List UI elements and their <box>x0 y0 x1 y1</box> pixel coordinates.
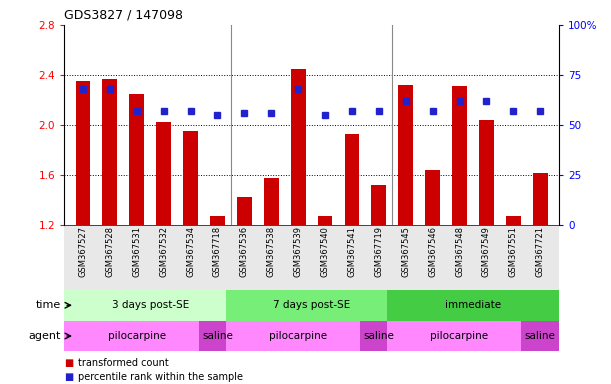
Text: 3 days post-SE: 3 days post-SE <box>112 300 189 310</box>
Text: saline: saline <box>364 331 394 341</box>
Bar <box>521 321 559 351</box>
Bar <box>425 170 440 225</box>
Bar <box>533 174 547 225</box>
Bar <box>130 94 144 225</box>
Bar <box>371 185 386 225</box>
Text: saline: saline <box>525 331 555 341</box>
Bar <box>225 321 371 351</box>
Bar <box>318 216 332 225</box>
Text: time: time <box>36 300 61 310</box>
Text: GDS3827 / 147098: GDS3827 / 147098 <box>64 8 183 21</box>
Bar <box>76 81 90 225</box>
Bar <box>156 122 171 225</box>
Text: 7 days post-SE: 7 days post-SE <box>273 300 350 310</box>
Bar <box>264 179 279 225</box>
Bar <box>479 120 494 225</box>
Bar <box>345 134 359 225</box>
Bar <box>64 321 210 351</box>
Text: transformed count: transformed count <box>78 358 169 368</box>
Bar <box>225 290 398 321</box>
Bar <box>387 290 559 321</box>
Bar <box>103 79 117 225</box>
Bar <box>506 216 521 225</box>
Bar <box>387 321 532 351</box>
Bar <box>64 290 236 321</box>
Text: pilocarpine: pilocarpine <box>108 331 166 341</box>
Bar <box>360 321 398 351</box>
Text: saline: saline <box>202 331 233 341</box>
Bar <box>183 131 198 225</box>
Text: agent: agent <box>29 331 61 341</box>
Bar <box>452 86 467 225</box>
Text: percentile rank within the sample: percentile rank within the sample <box>78 372 243 382</box>
Bar <box>291 69 306 225</box>
Bar <box>210 216 225 225</box>
Text: ■: ■ <box>64 372 73 382</box>
Bar <box>237 197 252 225</box>
Text: pilocarpine: pilocarpine <box>431 331 489 341</box>
Text: pilocarpine: pilocarpine <box>269 331 327 341</box>
Text: immediate: immediate <box>445 300 501 310</box>
Text: ■: ■ <box>64 358 73 368</box>
Bar <box>199 321 236 351</box>
Bar <box>398 85 413 225</box>
